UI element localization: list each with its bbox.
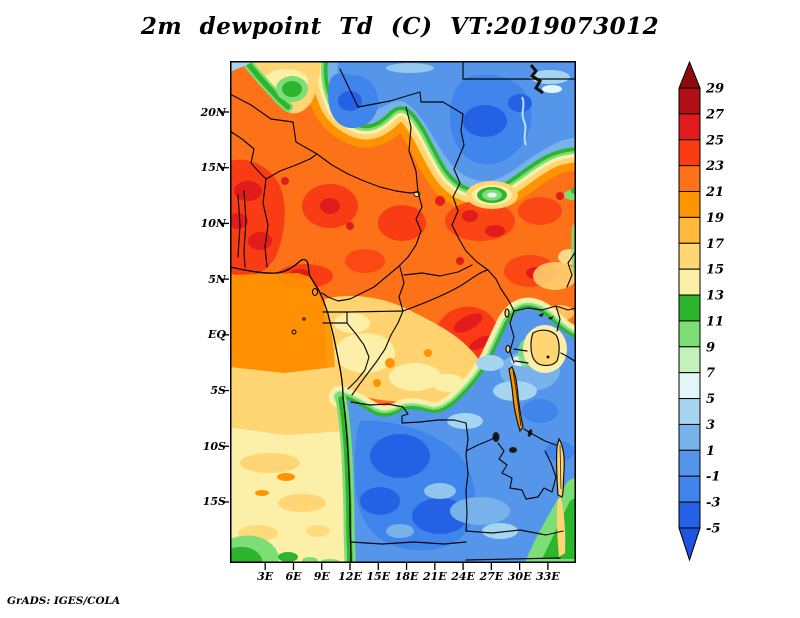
dewpoint-map bbox=[230, 61, 576, 563]
colorbar-segment bbox=[678, 320, 701, 348]
lon-tick-label: 9E bbox=[313, 570, 330, 583]
colorbar-segment bbox=[678, 294, 701, 322]
colorbar-tick-label: 11 bbox=[706, 314, 724, 329]
colorbar-segment bbox=[678, 242, 701, 270]
lon-tick-label: 6E bbox=[285, 570, 302, 583]
lon-tick-label: 18E bbox=[394, 570, 419, 583]
sao-tome-island bbox=[291, 329, 297, 335]
principe-island bbox=[302, 317, 306, 321]
lon-tick-label: 24E bbox=[451, 570, 475, 583]
darfur-mountain-spot bbox=[466, 181, 518, 209]
angola-coastal-green-strip bbox=[335, 393, 356, 563]
lakes bbox=[413, 64, 567, 498]
colorbar-tick-label: 25 bbox=[705, 133, 724, 148]
colorbar-segment bbox=[678, 165, 701, 193]
colorbar-segment bbox=[678, 346, 701, 374]
map-frame bbox=[230, 61, 576, 563]
coastline bbox=[230, 258, 352, 563]
colorbar-segment bbox=[678, 449, 701, 477]
colorbar-tick-label: 1 bbox=[706, 444, 715, 459]
colorbar-segment bbox=[678, 139, 701, 167]
country-borders bbox=[230, 61, 576, 561]
colorbar-tick-label: 3 bbox=[706, 418, 715, 433]
sahara-dry-region bbox=[327, 61, 576, 190]
lon-tick-label: 21E bbox=[422, 570, 447, 583]
colorbar-segment bbox=[678, 268, 701, 296]
footer-credit: GrADS: IGES/COLA bbox=[7, 595, 121, 607]
colorbar-segment bbox=[678, 191, 701, 218]
colorbar-tick-label: 27 bbox=[705, 107, 724, 122]
colorbar-tick-label: 23 bbox=[705, 159, 724, 174]
page-title: 2m dewpoint Td (C) VT:2019073012 bbox=[140, 13, 660, 40]
colorbar-tick-label: 19 bbox=[706, 211, 724, 226]
northwest-pocket bbox=[230, 61, 321, 116]
colorbar-tick-label: 13 bbox=[706, 289, 724, 304]
colorbar-segment bbox=[678, 87, 701, 115]
colorbar-tick-label: -3 bbox=[706, 496, 720, 511]
colorbar-segment bbox=[678, 423, 701, 451]
colorbar-tick-label: 15 bbox=[706, 263, 724, 278]
colorbar-segment bbox=[678, 216, 701, 244]
lake-kivu bbox=[505, 344, 511, 354]
colorbar-bottom-arrow bbox=[678, 527, 701, 562]
colorbar-segment bbox=[678, 398, 701, 425]
colorbar-segment bbox=[678, 372, 701, 400]
lat-tick-label: EQ bbox=[208, 328, 226, 342]
lon-tick-label: 27E bbox=[479, 570, 504, 583]
lon-tick-label: 30E bbox=[507, 570, 532, 583]
colorbar-tick-label: 5 bbox=[706, 392, 715, 407]
colorbar-tick-label: -1 bbox=[706, 470, 720, 485]
lat-tick-label: 5S bbox=[210, 384, 226, 398]
colorbar-tick-label: 7 bbox=[706, 366, 715, 381]
lat-tick-label: 10N bbox=[200, 216, 226, 230]
colorbar-tick-label: 29 bbox=[705, 82, 724, 97]
lake-bangweulu bbox=[509, 447, 517, 453]
colorbar-tick-label: 21 bbox=[705, 185, 724, 200]
colorbar-segment bbox=[678, 475, 701, 503]
lat-tick-label: 5N bbox=[208, 272, 226, 286]
colorbar-segment bbox=[678, 113, 701, 141]
nile-river-trace bbox=[521, 96, 527, 146]
lon-tick-label: 15E bbox=[366, 570, 391, 583]
lake-victoria bbox=[530, 329, 560, 367]
colorbar-tick-label: 9 bbox=[706, 340, 715, 355]
lat-tick-label: 10S bbox=[202, 439, 226, 453]
colorbar: 29 27 25 23 21 19 17 15 13 11 9 7 5 3 1 -1 -3 -5 bbox=[678, 60, 724, 562]
lon-tick-label: 3E bbox=[257, 570, 274, 583]
lon-tick-label: 12E bbox=[338, 570, 362, 583]
lat-tick-label: 20N bbox=[200, 105, 226, 119]
lake-albert bbox=[504, 308, 510, 318]
lat-tick-label: 15N bbox=[200, 161, 226, 175]
lon-tick-label: 33E bbox=[536, 570, 560, 583]
colorbar-segment bbox=[678, 501, 701, 529]
colorbar-top-arrow bbox=[678, 60, 701, 89]
bioko-island bbox=[312, 288, 318, 296]
colorbar-tick-label: 17 bbox=[706, 237, 724, 252]
lat-tick-label: 15S bbox=[202, 495, 226, 509]
colorbar-tick-label: -5 bbox=[706, 521, 720, 536]
atlantic-region bbox=[230, 273, 347, 563]
